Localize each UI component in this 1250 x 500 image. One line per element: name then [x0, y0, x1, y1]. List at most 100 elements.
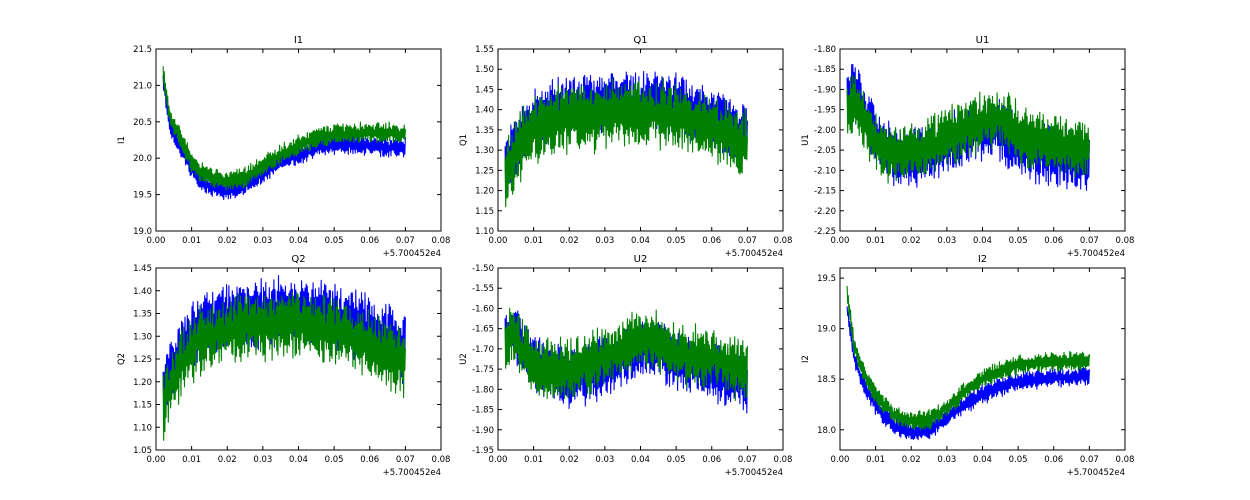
x-offset-label: +5.700452e4 [725, 249, 783, 259]
y-tick-label: -1.70 [472, 345, 494, 355]
chart-title: U2 [634, 254, 648, 265]
y-tick-label: -2.25 [814, 227, 836, 237]
x-tick-label: 0.05 [1009, 455, 1028, 465]
y-tick-label: 18.0 [817, 426, 836, 436]
x-tick-label: 0.01 [866, 455, 885, 465]
y-tick-label: -2.05 [814, 146, 836, 156]
x-tick-label: 0.00 [831, 236, 850, 246]
y-tick-label: -2.15 [814, 187, 836, 197]
y-tick-label: -1.90 [814, 85, 836, 95]
y-tick-label: 19.5 [817, 274, 836, 284]
series-green-line [846, 75, 1090, 184]
x-tick-label: 0.01 [524, 236, 543, 246]
x-tick-label: 0.08 [774, 236, 793, 246]
y-tick-label: 20.0 [133, 154, 152, 164]
x-tick-label: 0.05 [325, 236, 344, 246]
y-tick-label: 1.25 [475, 166, 494, 176]
y-tick-label: 1.15 [133, 401, 152, 411]
chart-title: Q2 [291, 254, 305, 265]
chart-title: I2 [978, 254, 987, 265]
y-tick-label: 1.25 [133, 355, 152, 365]
y-tick-label: -1.95 [472, 446, 494, 456]
y-tick-label: 1.50 [475, 65, 494, 75]
x-tick-label: 0.06 [702, 236, 721, 246]
x-tick-label: 0.05 [1009, 236, 1028, 246]
y-tick-label: 1.55 [475, 45, 494, 55]
series-green-line [162, 291, 406, 441]
y-tick-label: 1.30 [475, 146, 494, 156]
x-tick-label: 0.07 [738, 236, 757, 246]
y-tick-label: 19.0 [817, 325, 836, 335]
y-tick-label: 1.15 [475, 207, 494, 217]
y-tick-label: -1.60 [472, 304, 494, 314]
x-tick-label: 0.04 [631, 455, 650, 465]
y-tick-label: -1.85 [472, 406, 494, 416]
y-tick-label: 1.10 [133, 423, 152, 433]
x-tick-label: 0.08 [774, 455, 793, 465]
panel-U1: U1 U1 0.00 0.01 0.02 0.03 0.04 0.05 0.06 0.07 0.08… [801, 35, 1134, 259]
y-tick-label: 18.5 [817, 375, 836, 385]
x-tick-label: 0.08 [432, 455, 451, 465]
chart-title: U1 [976, 35, 990, 46]
x-tick-label: 0.02 [902, 236, 921, 246]
x-tick-label: 0.02 [218, 236, 237, 246]
x-tick-label: 0.08 [1116, 236, 1135, 246]
x-tick-label: 0.03 [595, 236, 614, 246]
x-tick-label: 0.04 [289, 455, 308, 465]
y-axis-label: U1 [801, 134, 811, 146]
x-tick-label: 0.03 [253, 236, 272, 246]
series-green-line [846, 285, 1090, 431]
x-tick-label: 0.07 [1080, 236, 1099, 246]
y-tick-label: -1.90 [472, 426, 494, 436]
x-tick-label: 0.02 [218, 455, 237, 465]
x-tick-label: 0.00 [489, 455, 508, 465]
series-green-line [504, 307, 748, 402]
y-tick-label: 19.0 [133, 227, 152, 237]
x-tick-label: 0.05 [325, 455, 344, 465]
x-tick-label: 0.01 [524, 455, 543, 465]
y-tick-label: 1.20 [475, 187, 494, 197]
y-tick-label: -1.80 [472, 385, 494, 395]
y-tick-label: 1.35 [475, 126, 494, 136]
x-tick-label: 0.00 [489, 236, 508, 246]
panel-I2: I2 I2 0.00 0.01 0.02 0.03 0.04 0.05 0.06 0.07 0.08… [801, 254, 1134, 478]
x-offset-label: +5.700452e4 [383, 249, 441, 259]
chart-title: I1 [294, 35, 303, 46]
y-tick-label: 1.20 [133, 378, 152, 388]
x-tick-label: 0.03 [595, 455, 614, 465]
x-tick-label: 0.06 [702, 455, 721, 465]
x-tick-label: 0.04 [973, 236, 992, 246]
x-tick-label: 0.07 [738, 455, 757, 465]
x-tick-label: 0.01 [182, 455, 201, 465]
x-tick-label: 0.06 [1044, 236, 1063, 246]
x-tick-label: 0.07 [1080, 455, 1099, 465]
series-green-line [162, 66, 406, 191]
y-axis-label: U2 [459, 353, 469, 365]
y-tick-label: 1.40 [133, 287, 152, 297]
chart-title: Q1 [633, 35, 647, 46]
x-tick-label: 0.02 [560, 236, 579, 246]
y-tick-label: 1.40 [475, 106, 494, 116]
x-tick-label: 0.07 [396, 236, 415, 246]
x-tick-label: 0.08 [1116, 455, 1135, 465]
series-blue-line [846, 306, 1090, 441]
x-tick-label: 0.05 [667, 455, 686, 465]
x-tick-label: 0.02 [560, 455, 579, 465]
x-offset-label: +5.700452e4 [1067, 468, 1125, 478]
x-tick-label: 0.01 [866, 236, 885, 246]
x-tick-label: 0.05 [667, 236, 686, 246]
x-tick-label: 0.02 [902, 455, 921, 465]
y-tick-label: -1.95 [814, 106, 836, 116]
y-tick-label: 1.45 [133, 264, 152, 274]
x-tick-label: 0.04 [973, 455, 992, 465]
y-axis-label: Q2 [117, 353, 127, 365]
y-tick-label: 1.35 [133, 310, 152, 320]
x-offset-label: +5.700452e4 [1067, 249, 1125, 259]
y-tick-label: -2.20 [814, 207, 836, 217]
x-tick-label: 0.04 [289, 236, 308, 246]
x-tick-label: 0.01 [182, 236, 201, 246]
y-tick-label: -1.80 [814, 45, 836, 55]
x-offset-label: +5.700452e4 [383, 468, 441, 478]
x-tick-label: 0.03 [253, 455, 272, 465]
x-tick-label: 0.08 [432, 236, 451, 246]
